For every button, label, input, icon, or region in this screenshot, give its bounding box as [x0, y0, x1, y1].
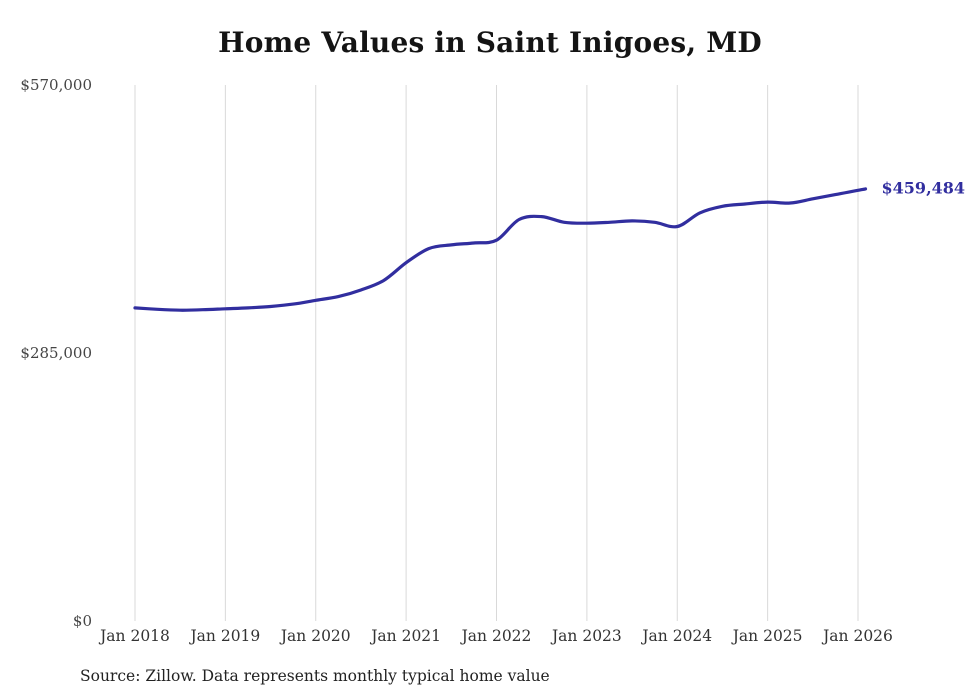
x-tick-label: Jan 2023 [551, 627, 622, 645]
source-note: Source: Zillow. Data represents monthly … [80, 667, 550, 685]
y-tick-label: $285,000 [20, 344, 92, 362]
x-tick-label: Jan 2019 [190, 627, 261, 645]
x-tick-label: Jan 2026 [823, 627, 893, 645]
y-tick-label: $570,000 [20, 76, 92, 94]
chart-title: Home Values in Saint Inigoes, MD [218, 26, 762, 59]
value-line [133, 187, 868, 312]
x-tick-label: Jan 2022 [461, 627, 532, 645]
y-axis-labels: $570,000 $285,000 $0 [0, 0, 92, 699]
x-tick-label: Jan 2021 [371, 627, 442, 645]
x-tick-label: Jan 2020 [280, 627, 351, 645]
x-axis-labels: Jan 2018 Jan 2019 Jan 2020 Jan 2021 Jan 2022… [0, 627, 980, 649]
x-tick-label: Jan 2024 [642, 627, 713, 645]
x-tick-label: Jan 2025 [732, 627, 803, 645]
y-tick-label: $0 [72, 612, 92, 630]
current-value-label: $459,484 [881, 178, 966, 198]
x-tick-label: Jan 2018 [100, 627, 170, 645]
